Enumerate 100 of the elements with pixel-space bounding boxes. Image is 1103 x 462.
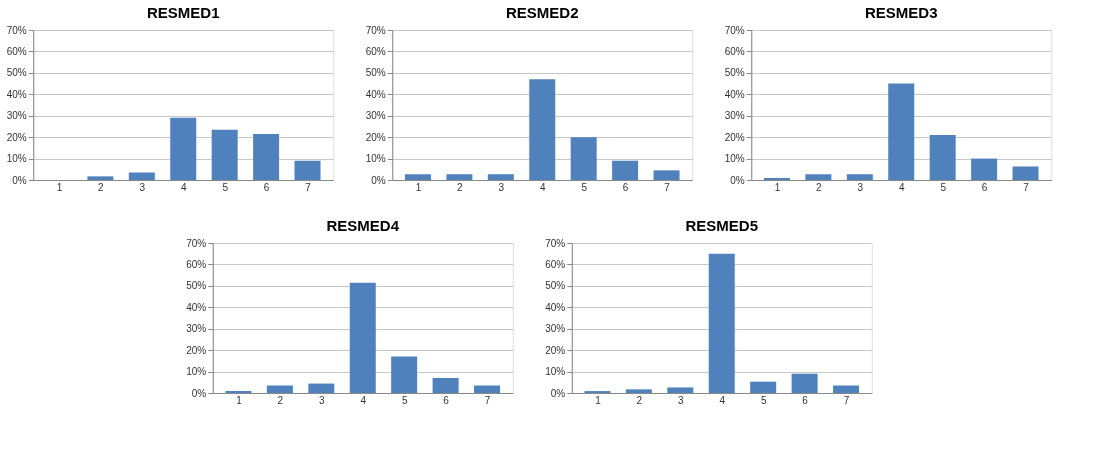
x-tick-label: 5 <box>581 181 588 193</box>
bar <box>612 160 639 180</box>
bar <box>211 129 238 180</box>
x-tick-label: 5 <box>940 181 947 193</box>
y-tick-label: 40% <box>724 88 745 100</box>
y-tick-label: 0% <box>550 387 566 399</box>
bar <box>87 176 114 180</box>
y-tick-label: 70% <box>6 24 27 36</box>
y-tick-label: 70% <box>186 237 207 249</box>
y-tick-label: 30% <box>186 323 207 335</box>
y-tick-label: 60% <box>724 45 745 57</box>
x-tick-label: 6 <box>981 181 988 193</box>
x-tick-label: 6 <box>263 181 270 193</box>
bar <box>708 253 735 393</box>
chart-title: RESMED5 <box>685 217 759 234</box>
y-tick-label: 40% <box>186 301 207 313</box>
x-tick-label: 7 <box>843 394 850 406</box>
x-tick-label: 3 <box>319 394 326 406</box>
y-tick-label: 0% <box>371 174 386 186</box>
bar <box>391 356 418 393</box>
y-tick-label: 20% <box>545 344 566 356</box>
y-tick-label: 60% <box>365 45 386 57</box>
bar <box>446 174 473 180</box>
bar <box>833 385 860 393</box>
bar <box>1012 166 1039 180</box>
bar <box>432 378 459 393</box>
x-tick-label: 7 <box>664 181 671 193</box>
y-tick-label: 50% <box>545 280 566 292</box>
bar <box>487 174 514 180</box>
chart-title: RESMED2 <box>505 4 579 21</box>
x-tick-label: 5 <box>401 394 408 406</box>
y-tick-label: 50% <box>365 67 386 79</box>
x-tick-label: 2 <box>277 394 284 406</box>
bar <box>474 385 501 393</box>
bar <box>846 174 873 180</box>
x-tick-label: 3 <box>678 394 685 406</box>
y-tick-label: 60% <box>545 258 566 270</box>
y-tick-label: 30% <box>6 110 27 122</box>
x-tick-label: 1 <box>56 181 63 193</box>
y-tick-label: 60% <box>186 258 207 270</box>
x-tick-label: 4 <box>898 181 905 193</box>
y-tick-label: 10% <box>186 366 207 378</box>
y-tick-label: 70% <box>365 24 386 36</box>
y-tick-label: 0% <box>12 174 27 186</box>
bar <box>805 174 832 180</box>
x-tick-label: 1 <box>415 181 422 193</box>
x-tick-label: 1 <box>774 181 781 193</box>
y-tick-label: 30% <box>365 110 386 122</box>
x-tick-label: 7 <box>484 394 491 406</box>
y-tick-label: 60% <box>6 45 27 57</box>
chart-title: RESMED4 <box>326 217 400 234</box>
bar <box>253 133 280 180</box>
x-tick-label: 5 <box>222 181 229 193</box>
bar <box>929 135 956 180</box>
x-tick-label: 3 <box>857 181 864 193</box>
bar <box>625 389 652 393</box>
bar <box>653 170 680 180</box>
x-tick-label: 4 <box>719 394 726 406</box>
bar <box>570 137 597 180</box>
y-tick-label: 40% <box>6 88 27 100</box>
y-tick-label: 20% <box>6 131 27 143</box>
bar <box>667 387 694 393</box>
x-tick-label: 7 <box>1023 181 1030 193</box>
y-tick-label: 20% <box>724 131 745 143</box>
x-tick-label: 4 <box>539 181 546 193</box>
y-tick-label: 50% <box>724 67 745 79</box>
chart-title: RESMED1 <box>146 4 220 21</box>
y-tick-label: 20% <box>186 344 207 356</box>
y-tick-label: 10% <box>6 153 27 165</box>
x-tick-label: 1 <box>595 394 602 406</box>
y-tick-label: 10% <box>724 153 745 165</box>
y-tick-label: 50% <box>186 280 207 292</box>
x-tick-label: 3 <box>498 181 505 193</box>
y-tick-label: 50% <box>6 67 27 79</box>
bar <box>128 172 155 180</box>
y-tick-label: 40% <box>545 301 566 313</box>
y-tick-label: 30% <box>724 110 745 122</box>
y-tick-label: 0% <box>191 387 207 399</box>
x-tick-label: 7 <box>305 181 312 193</box>
x-tick-label: 2 <box>636 394 643 406</box>
bar <box>888 83 915 180</box>
x-tick-label: 4 <box>180 181 187 193</box>
y-tick-label: 10% <box>545 366 566 378</box>
bar <box>170 117 197 180</box>
y-tick-label: 70% <box>545 237 566 249</box>
x-tick-label: 2 <box>457 181 464 193</box>
bar <box>791 373 818 393</box>
x-tick-label: 2 <box>816 181 823 193</box>
y-tick-label: 70% <box>724 24 745 36</box>
bar <box>529 79 556 180</box>
bar <box>266 385 293 393</box>
x-tick-label: 6 <box>802 394 809 406</box>
y-tick-label: 10% <box>365 153 386 165</box>
bar <box>294 160 321 180</box>
y-tick-label: 30% <box>545 323 566 335</box>
y-tick-label: 20% <box>365 131 386 143</box>
x-tick-label: 4 <box>360 394 367 406</box>
bar <box>404 174 431 180</box>
chart-title: RESMED3 <box>864 4 938 21</box>
x-tick-label: 6 <box>622 181 629 193</box>
